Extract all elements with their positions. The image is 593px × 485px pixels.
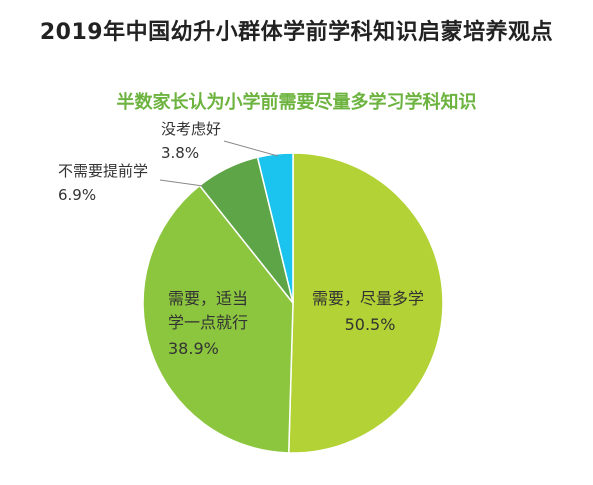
chart-subtitle: 半数家长认为小学前需要尽量多学习学科知识 [116, 92, 477, 113]
slice-value-label-2: 6.9% [58, 186, 96, 204]
slice-value-label-3: 3.8% [161, 144, 199, 162]
slice-value-label-1: 38.9% [168, 339, 219, 358]
pie-slice-0 [287, 152, 444, 454]
slice-category-label-2-0: 不需要提前学 [58, 162, 148, 180]
pie-slice-3 [256, 152, 294, 304]
slice-category-label-1-0: 需要，适当 [168, 289, 248, 308]
pie-slice-1 [142, 184, 294, 454]
slice-value-label-0: 50.5% [345, 315, 396, 334]
slice-category-label-1-1: 学一点就行 [168, 313, 248, 332]
slice-category-label-3-0: 没考虑好 [161, 120, 221, 138]
leader-line-3 [223, 140, 279, 157]
slice-category-label-0-0: 需要，尽量多学 [312, 289, 424, 308]
leader-line-2 [159, 179, 204, 187]
chart-title: 2019年中国幼升小群体学前学科知识启蒙培养观点 [39, 20, 554, 45]
